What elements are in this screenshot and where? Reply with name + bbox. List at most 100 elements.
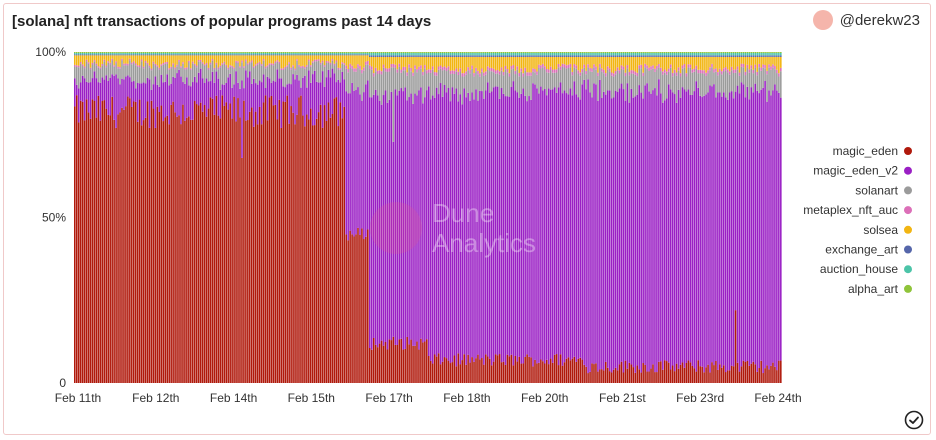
bar-segment-magic-eden-v2[interactable] (534, 84, 536, 360)
bar-segment-magic-eden[interactable] (158, 111, 161, 383)
bar-segment-magic-eden-v2[interactable] (376, 95, 379, 348)
bar-segment-solsea[interactable] (249, 55, 251, 62)
bar-segment-metaplex-nft-auc[interactable] (756, 71, 758, 76)
bar-segment-solsea[interactable] (156, 55, 159, 66)
bar-segment-solanart[interactable] (780, 71, 782, 98)
legend-label-solsea[interactable]: solsea (863, 223, 898, 237)
bar-segment-metaplex-nft-auc[interactable] (441, 67, 444, 71)
bar-segment-auction-house[interactable] (315, 52, 318, 55)
bar-segment-solsea[interactable] (77, 55, 80, 66)
bar-segment-alpha-art[interactable] (225, 52, 227, 53)
bar-segment-alpha-art[interactable] (449, 52, 452, 53)
bar-segment-magic-eden[interactable] (439, 364, 442, 383)
bar-segment-magic-eden-v2[interactable] (150, 89, 153, 101)
bar-segment-metaplex-nft-auc[interactable] (583, 64, 585, 68)
bar-segment-metaplex-nft-auc[interactable] (705, 72, 707, 76)
bar-segment-solanart[interactable] (662, 74, 664, 103)
bar-segment-solsea[interactable] (396, 56, 399, 70)
bar-segment-metaplex-nft-auc[interactable] (453, 70, 456, 74)
bar-segment-exchange-art[interactable] (534, 55, 536, 57)
bar-segment-magic-eden[interactable] (296, 114, 298, 384)
bar-segment-solanart[interactable] (481, 71, 483, 92)
bar-segment-metaplex-nft-auc[interactable] (612, 73, 615, 77)
bar-segment-magic-eden[interactable] (178, 115, 180, 383)
bar-segment-magic-eden-v2[interactable] (382, 95, 385, 346)
bar-segment-solsea[interactable] (380, 56, 383, 72)
bar-segment-alpha-art[interactable] (99, 52, 102, 53)
bar-segment-auction-house[interactable] (388, 52, 391, 56)
bar-segment-magic-eden-v2[interactable] (532, 83, 534, 367)
bar-segment-magic-eden[interactable] (103, 100, 106, 384)
bar-segment-exchange-art[interactable] (154, 54, 157, 56)
bar-segment-auction-house[interactable] (652, 52, 654, 56)
bar-segment-solanart[interactable] (166, 63, 168, 75)
bar-segment-auction-house[interactable] (384, 52, 387, 56)
bar-segment-metaplex-nft-auc[interactable] (610, 72, 613, 76)
bar-segment-magic-eden-v2[interactable] (127, 75, 129, 97)
bar-segment-alpha-art[interactable] (658, 52, 660, 53)
bar-segment-solsea[interactable] (359, 55, 361, 66)
bar-segment-solanart[interactable] (203, 66, 206, 83)
bar-segment-metaplex-nft-auc[interactable] (178, 59, 180, 62)
bar-segment-magic-eden-v2[interactable] (723, 92, 725, 366)
bar-segment-solsea[interactable] (443, 56, 446, 67)
bar-segment-magic-eden[interactable] (117, 114, 119, 384)
bar-segment-alpha-art[interactable] (154, 52, 157, 53)
bar-segment-auction-house[interactable] (376, 52, 379, 56)
bar-segment-exchange-art[interactable] (453, 55, 456, 57)
bar-segment-metaplex-nft-auc[interactable] (317, 59, 320, 61)
bar-segment-magic-eden[interactable] (79, 100, 82, 384)
bar-segment-magic-eden[interactable] (589, 371, 591, 383)
bar-segment-auction-house[interactable] (125, 52, 127, 55)
bar-segment-auction-house[interactable] (522, 52, 524, 56)
bar-segment-metaplex-nft-auc[interactable] (445, 67, 448, 72)
bar-segment-solsea[interactable] (254, 55, 257, 65)
bar-segment-metaplex-nft-auc[interactable] (669, 64, 672, 68)
bar-segment-exchange-art[interactable] (315, 54, 318, 56)
legend-swatch-magic-eden[interactable] (904, 147, 912, 155)
bar-segment-metaplex-nft-auc[interactable] (559, 66, 562, 70)
bar-segment-solsea[interactable] (227, 55, 229, 68)
bar-segment-metaplex-nft-auc[interactable] (754, 64, 757, 68)
bar-segment-exchange-art[interactable] (656, 55, 658, 57)
bar-segment-solsea[interactable] (728, 56, 731, 72)
bar-segment-solsea[interactable] (546, 56, 548, 69)
bar-segment-exchange-art[interactable] (158, 54, 161, 56)
bar-segment-exchange-art[interactable] (644, 55, 646, 57)
bar-segment-alpha-art[interactable] (209, 52, 212, 53)
bar-segment-magic-eden-v2[interactable] (697, 87, 699, 361)
bar-segment-solsea[interactable] (284, 55, 286, 67)
bar-segment-exchange-art[interactable] (184, 54, 186, 56)
bar-segment-solanart[interactable] (394, 67, 397, 90)
bar-segment-magic-eden[interactable] (313, 125, 316, 383)
bar-segment-magic-eden-v2[interactable] (528, 96, 530, 357)
bar-segment-solanart[interactable] (774, 69, 776, 85)
bar-segment-auction-house[interactable] (172, 52, 174, 55)
bar-segment-alpha-art[interactable] (665, 52, 668, 53)
bar-segment-solsea[interactable] (219, 55, 222, 66)
bar-segment-alpha-art[interactable] (774, 52, 776, 53)
bar-segment-metaplex-nft-auc[interactable] (252, 66, 255, 69)
bar-segment-metaplex-nft-auc[interactable] (369, 65, 371, 69)
bar-segment-magic-eden-v2[interactable] (770, 95, 772, 366)
bar-segment-magic-eden-v2[interactable] (573, 81, 576, 357)
bar-segment-auction-house[interactable] (207, 52, 210, 55)
bar-segment-magic-eden-v2[interactable] (654, 88, 656, 373)
bar-segment-metaplex-nft-auc[interactable] (439, 65, 442, 69)
bar-segment-magic-eden[interactable] (376, 347, 379, 383)
bar-segment-metaplex-nft-auc[interactable] (465, 71, 467, 75)
bar-segment-exchange-art[interactable] (764, 55, 766, 57)
bar-segment-solsea[interactable] (473, 56, 475, 74)
bar-segment-magic-eden[interactable] (642, 363, 644, 383)
bar-segment-alpha-art[interactable] (396, 52, 399, 53)
bar-segment-metaplex-nft-auc[interactable] (378, 70, 381, 74)
bar-segment-magic-eden-v2[interactable] (603, 91, 605, 371)
bar-segment-alpha-art[interactable] (717, 52, 719, 53)
bar-segment-magic-eden-v2[interactable] (565, 93, 568, 359)
bar-segment-magic-eden-v2[interactable] (504, 96, 507, 365)
bar-segment-alpha-art[interactable] (455, 52, 458, 53)
bar-segment-solsea[interactable] (408, 56, 410, 65)
bar-segment-exchange-art[interactable] (109, 54, 111, 56)
bar-segment-solsea[interactable] (701, 56, 703, 71)
bar-segment-solsea[interactable] (504, 56, 507, 66)
